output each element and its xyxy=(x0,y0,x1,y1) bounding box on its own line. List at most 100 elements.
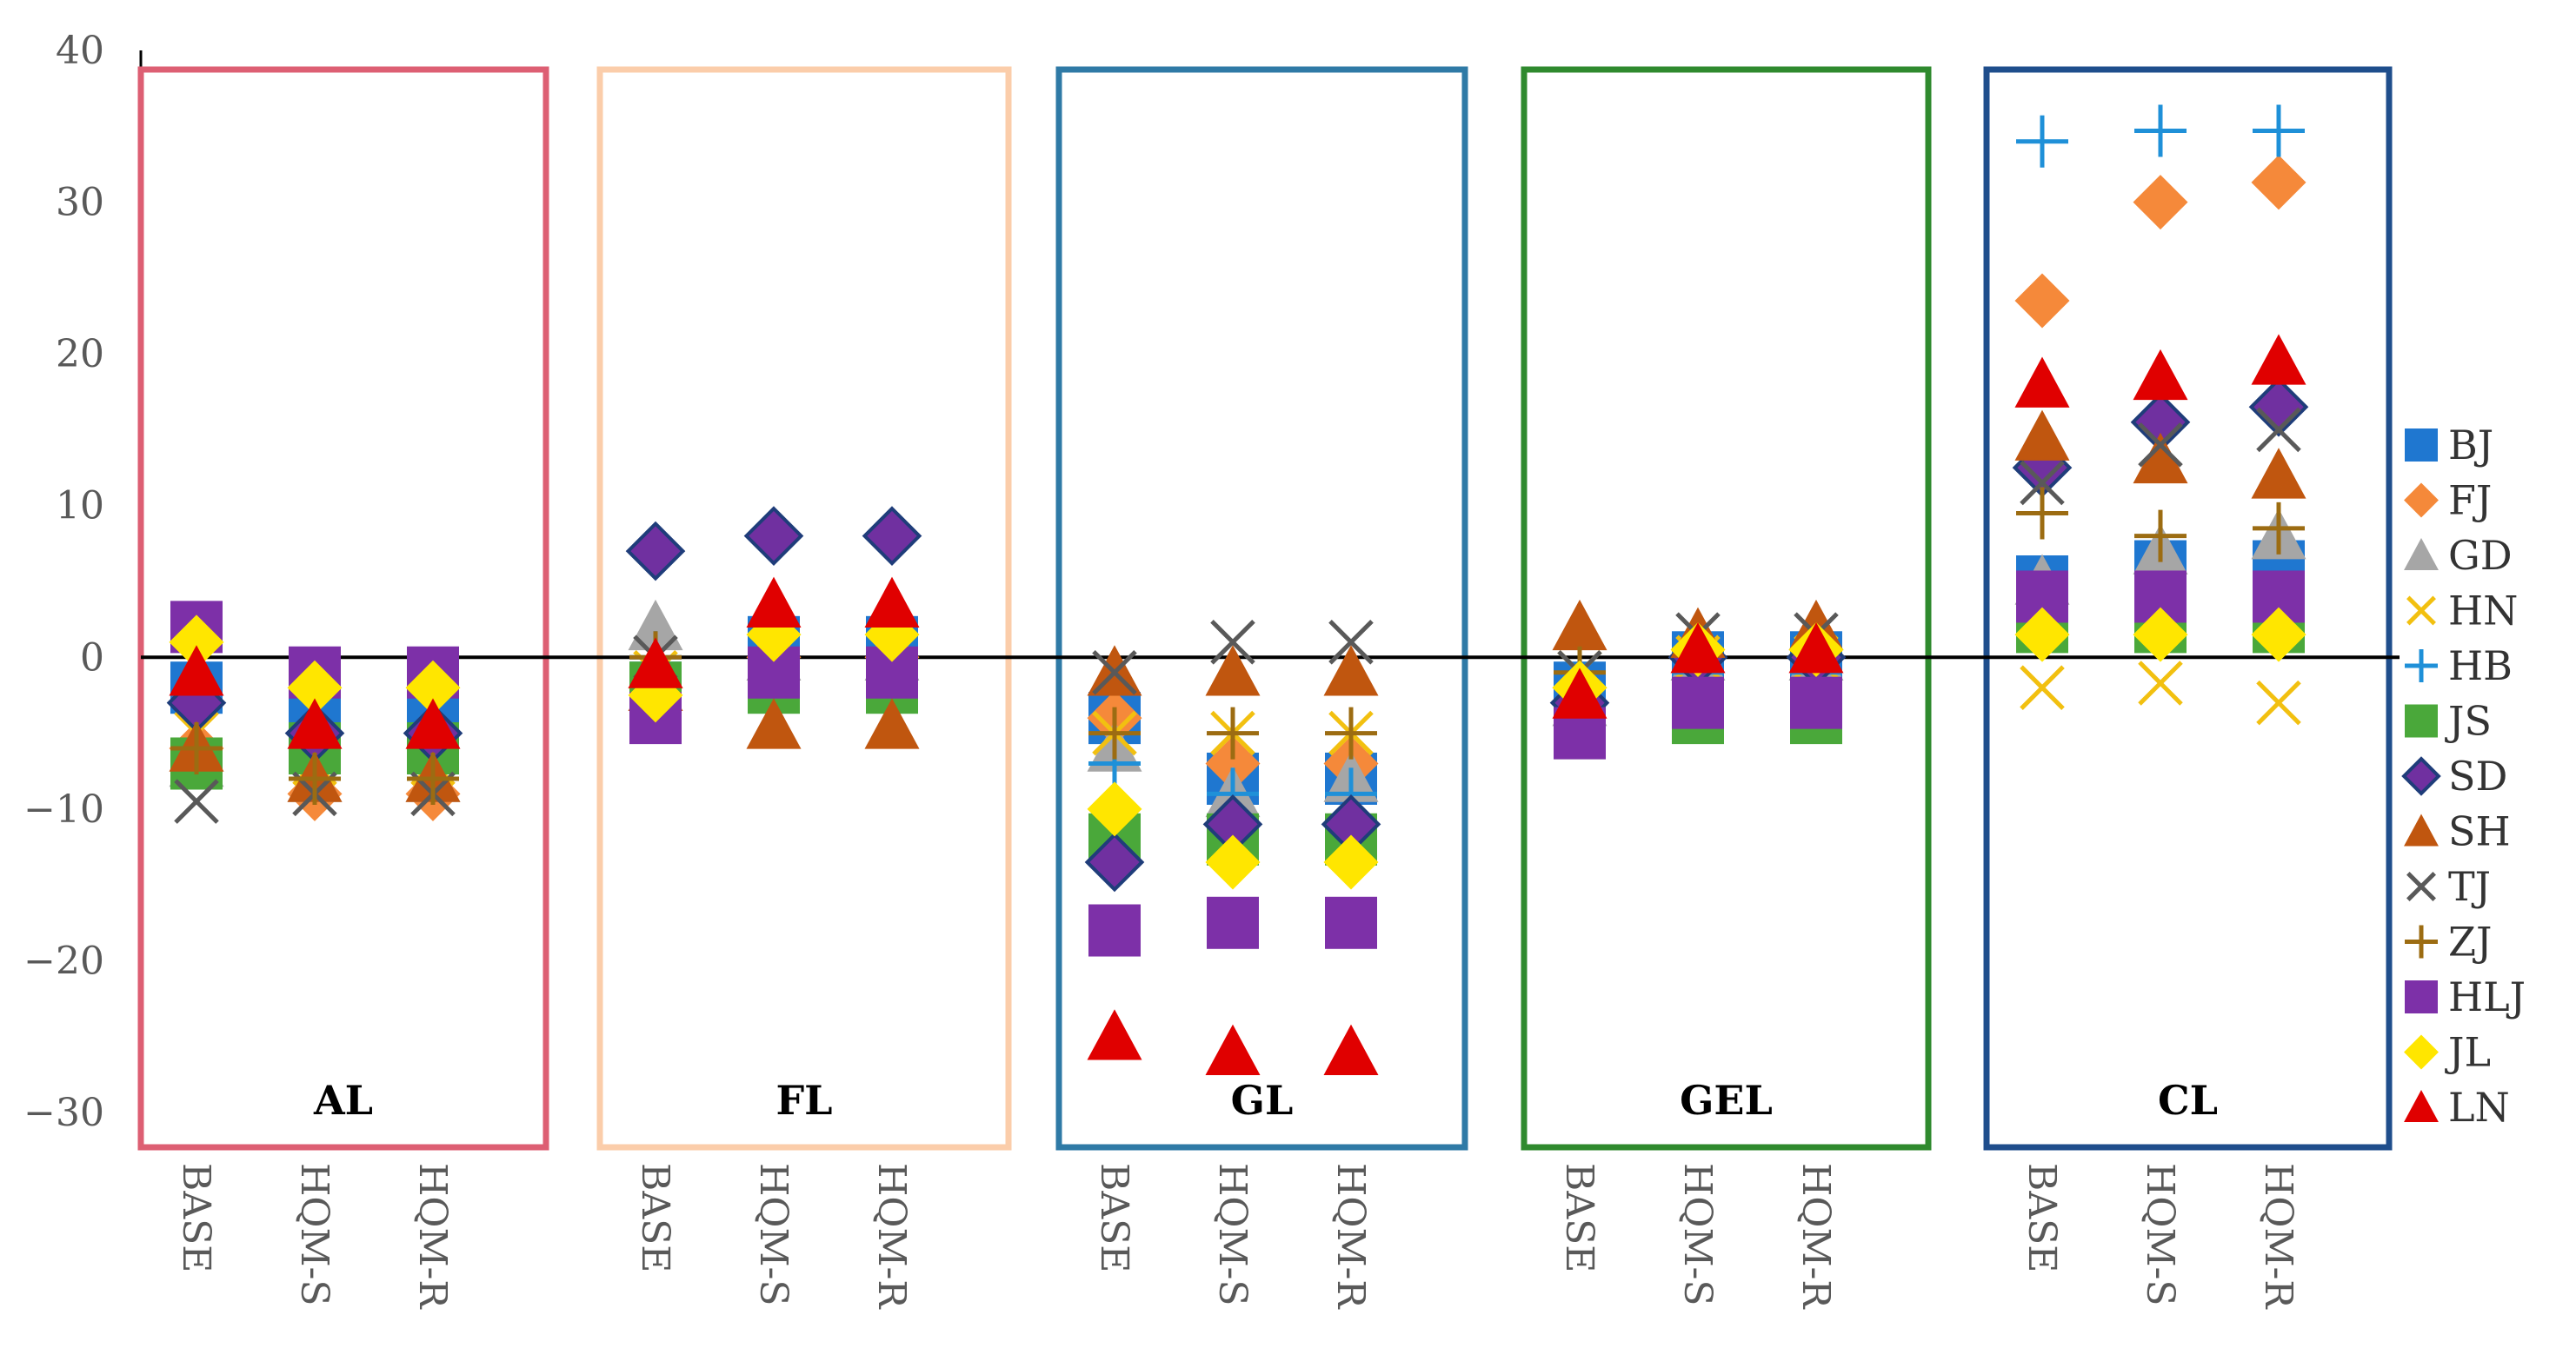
data-point-sd xyxy=(743,506,804,566)
data-point-fj xyxy=(2014,273,2070,329)
group-label: FL xyxy=(775,1077,832,1124)
data-point-jl xyxy=(405,660,461,715)
legend-marker xyxy=(2405,649,2438,682)
data-point-fj xyxy=(2251,155,2306,210)
x-tick-label: HQM-S xyxy=(1675,1163,1720,1306)
group-label: GEL xyxy=(1680,1077,1773,1124)
legend-label: FJ xyxy=(2448,477,2492,524)
data-point-zj xyxy=(2253,501,2305,555)
group-label: CL xyxy=(2158,1077,2218,1124)
data-point-jl xyxy=(169,614,224,670)
data-point-jl xyxy=(2014,607,2070,662)
legend-label: SH xyxy=(2448,808,2511,855)
x-tick-label: BASE xyxy=(2020,1163,2064,1272)
data-point-ln xyxy=(1087,1009,1142,1060)
group-boxes: AL FL GL GEL CL xyxy=(137,66,2400,1151)
legend-item-sh: SH xyxy=(2404,808,2511,855)
data-point-hlj xyxy=(1672,676,1724,729)
data-point-zj xyxy=(1325,707,1377,760)
data-point-ln xyxy=(169,645,224,696)
data-point-zj xyxy=(170,722,223,775)
x-tick-label: HQM-R xyxy=(2256,1163,2300,1310)
data-point-gd xyxy=(628,599,683,651)
x-stroke xyxy=(1328,620,1374,665)
x-stroke xyxy=(2256,680,2301,726)
legend-marker xyxy=(2404,538,2439,570)
data-point-jl xyxy=(2133,607,2188,662)
data-point-ln xyxy=(405,698,461,749)
legend-marker xyxy=(2405,925,2438,959)
data-point-sh xyxy=(1323,645,1379,696)
data-point-sh xyxy=(2133,432,2188,484)
data-point-hlj xyxy=(1088,904,1141,957)
legend-item-ln: LN xyxy=(2404,1084,2510,1131)
group-box-fl xyxy=(596,66,1012,1151)
data-point-zj xyxy=(1088,707,1141,760)
x-tick-label: HQM-S xyxy=(292,1163,336,1306)
legend-item-hn: HN xyxy=(2406,588,2518,634)
data-point-hb xyxy=(2016,115,2068,168)
x-tick-label: HQM-S xyxy=(2138,1163,2182,1306)
data-point-ln xyxy=(1788,622,1844,674)
y-tick-label: 20 xyxy=(56,332,104,376)
y-tick-label: 30 xyxy=(56,181,104,225)
data-point-ln xyxy=(746,576,802,628)
legend-marker xyxy=(2404,1090,2439,1122)
x-tick-label: HQM-R xyxy=(869,1163,914,1310)
x-stroke xyxy=(2138,661,2183,706)
x-tick-label: HQM-S xyxy=(1210,1163,1255,1306)
data-point-sh xyxy=(746,698,802,749)
x-tick-label: HQM-S xyxy=(751,1163,795,1306)
data-point-ln xyxy=(287,698,343,749)
x-stroke xyxy=(2256,407,2301,453)
x-stroke xyxy=(1092,649,1137,695)
legend-marker xyxy=(2406,595,2436,626)
legend-item-fj: FJ xyxy=(2404,477,2492,524)
legend-item-js: JS xyxy=(2405,698,2492,745)
data-point-ln xyxy=(1552,668,1608,719)
data-point-sd xyxy=(862,506,922,566)
legend-marker xyxy=(2405,704,2438,738)
data-point-ln xyxy=(1323,1024,1379,1075)
data-point-jl xyxy=(287,660,343,715)
legend-item-jl: JL xyxy=(2404,1029,2491,1076)
x-tick-label: HQM-R xyxy=(1794,1163,1838,1310)
data-point-sh xyxy=(2251,448,2306,499)
data-point-hlj xyxy=(1325,896,1377,949)
data-point-jl xyxy=(1323,834,1379,890)
data-point-tj xyxy=(2138,422,2183,468)
data-point-tj xyxy=(2020,460,2065,506)
legend-marker xyxy=(2404,1034,2439,1070)
legend-item-tj: TJ xyxy=(2406,863,2491,910)
y-tick-label: 0 xyxy=(80,635,104,680)
data-point-ln xyxy=(864,576,920,628)
data-point-sd xyxy=(625,521,686,581)
legend-label: HB xyxy=(2448,642,2513,689)
data-point-jl xyxy=(1205,834,1261,890)
y-tick-label: −30 xyxy=(23,1091,104,1135)
x-stroke xyxy=(2020,460,2065,506)
legend-item-zj: ZJ xyxy=(2405,919,2492,966)
data-point-tj xyxy=(1092,649,1137,695)
x-stroke xyxy=(1210,620,1255,665)
data-point-jl xyxy=(1087,781,1142,837)
x-stroke xyxy=(2406,872,2436,901)
x-stroke xyxy=(174,779,219,824)
data-point-jl xyxy=(2251,607,2306,662)
series-ln xyxy=(169,334,2306,1075)
y-tick-label: −20 xyxy=(23,939,104,983)
data-point-tj xyxy=(1328,620,1374,665)
data-point-ln xyxy=(2133,349,2188,401)
data-point-hlj xyxy=(1790,676,1842,729)
data-point-hb xyxy=(2253,104,2305,157)
legend-label: JS xyxy=(2445,698,2492,745)
y-tick-label: 40 xyxy=(56,29,104,73)
data-point-hlj xyxy=(1207,896,1259,949)
data-point-tj xyxy=(2256,407,2301,453)
legend-item-hb: HB xyxy=(2405,642,2513,689)
data-point-zj xyxy=(289,752,341,805)
legend-label: ZJ xyxy=(2448,919,2492,966)
data-point-sh xyxy=(1552,599,1608,651)
data-point-hn xyxy=(2138,661,2183,706)
